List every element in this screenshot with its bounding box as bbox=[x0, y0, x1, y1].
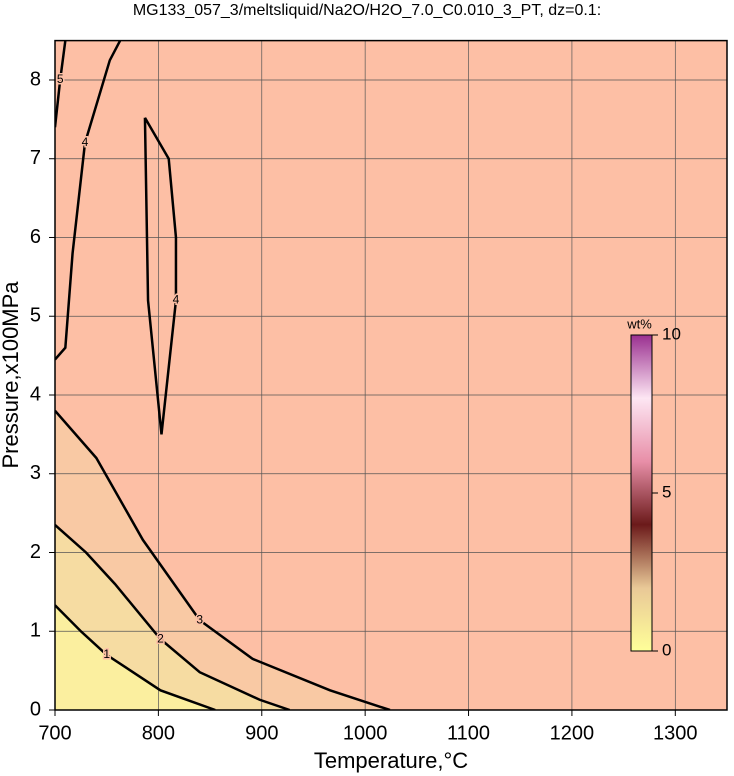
x-tick-label: 1200 bbox=[550, 722, 595, 744]
contour-layer bbox=[55, 410, 390, 710]
x-tick-label: 1100 bbox=[447, 722, 490, 744]
x-tick-label: 700 bbox=[38, 722, 71, 744]
x-tick-label: 1000 bbox=[343, 722, 388, 744]
contour-fill bbox=[55, 605, 216, 710]
contour-line bbox=[55, 409, 391, 711]
contour-label: 5 bbox=[57, 72, 64, 86]
contour-label: 2 bbox=[157, 631, 164, 645]
contour-label: 1 bbox=[103, 647, 110, 661]
colorbar-tick-label: 5 bbox=[662, 482, 671, 501]
chart-title: MG133_057_3/meltsliquid/Na2O/H2O_7.0_C0.… bbox=[133, 2, 601, 19]
y-tick-label: 3 bbox=[30, 462, 41, 484]
colorbar-tick-label: 0 bbox=[662, 640, 671, 659]
plot-frame bbox=[54, 39, 728, 711]
y-tick-label: 8 bbox=[30, 68, 41, 90]
contour-line bbox=[55, 40, 122, 361]
contour-line bbox=[143, 117, 178, 435]
y-tick-label: 0 bbox=[30, 698, 41, 720]
x-axis-label: Temperature,°C bbox=[314, 748, 468, 773]
x-tick-label: 800 bbox=[142, 722, 175, 744]
colorbar-tick-label: 10 bbox=[662, 324, 681, 343]
y-tick-label: 5 bbox=[30, 305, 41, 327]
y-tick-label: 7 bbox=[30, 147, 41, 169]
y-tick-label: 4 bbox=[30, 383, 41, 405]
colorbar bbox=[630, 334, 653, 652]
y-tick-label: 1 bbox=[30, 620, 41, 642]
contour-line bbox=[55, 604, 216, 711]
y-tick-label: 2 bbox=[30, 541, 41, 563]
y-axis-label: Pressure,x100MPa bbox=[0, 281, 23, 469]
y-tick-label: 6 bbox=[30, 226, 41, 248]
colorbar-label: wt% bbox=[626, 316, 652, 331]
contour-label: 3 bbox=[196, 612, 203, 626]
x-tick-label: 900 bbox=[245, 722, 278, 744]
contour-line bbox=[55, 523, 291, 711]
contour-label: 4 bbox=[82, 135, 89, 149]
contour-lines: 3 2 1 4 4 5 bbox=[55, 40, 391, 711]
contour-line bbox=[55, 40, 67, 128]
x-tick-label: 1300 bbox=[653, 722, 698, 744]
contour-label: 4 bbox=[173, 293, 180, 307]
